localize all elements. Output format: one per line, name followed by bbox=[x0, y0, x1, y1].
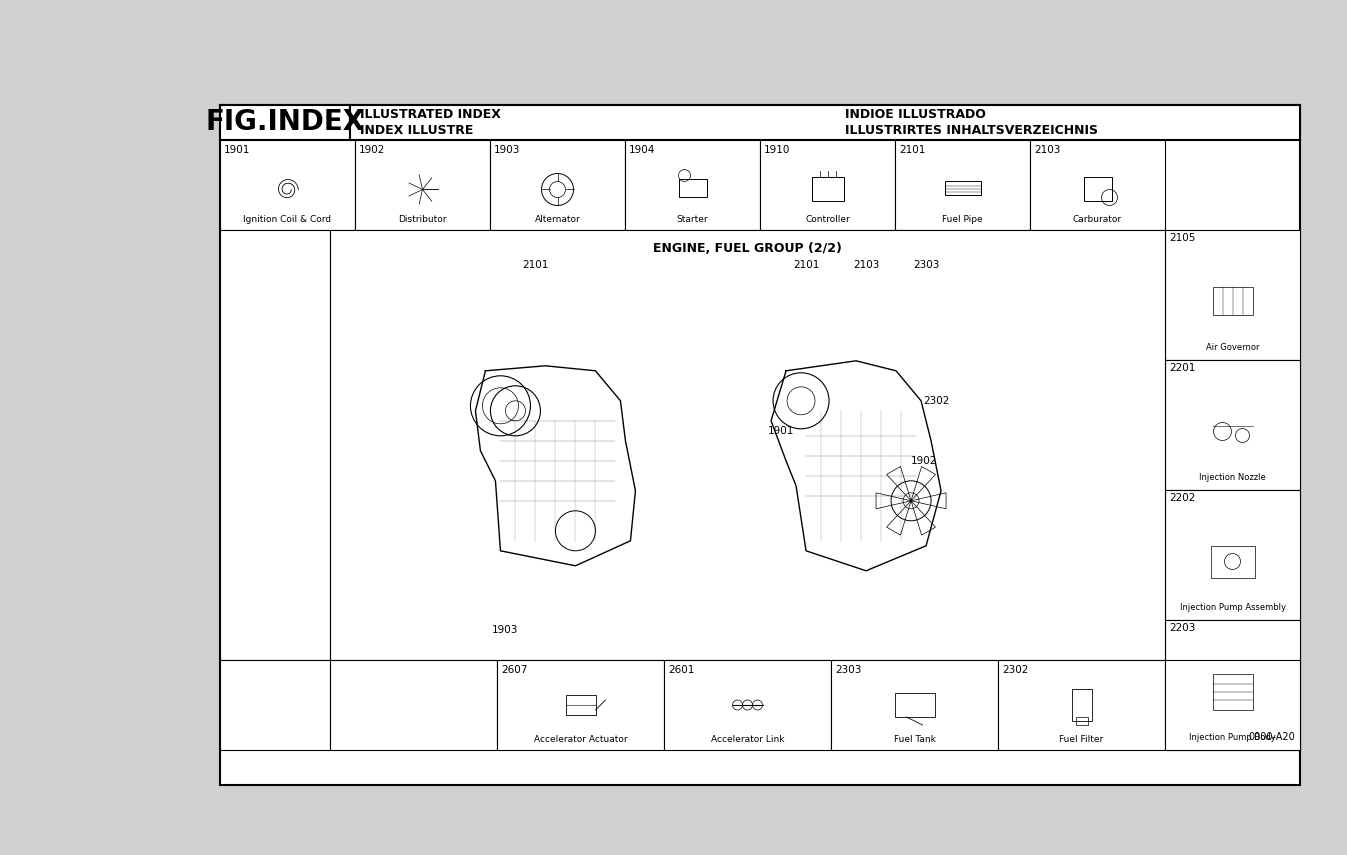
Text: 2202: 2202 bbox=[1169, 493, 1195, 503]
Text: 1902: 1902 bbox=[911, 456, 938, 466]
Text: Fuel Pipe: Fuel Pipe bbox=[942, 215, 983, 224]
Text: 2201: 2201 bbox=[1169, 363, 1195, 373]
Text: Accelerator Actuator: Accelerator Actuator bbox=[533, 735, 628, 744]
Text: 2103: 2103 bbox=[1034, 145, 1060, 155]
Text: ENGINE, FUEL GROUP (2/2): ENGINE, FUEL GROUP (2/2) bbox=[653, 241, 842, 255]
Bar bbox=[220, 230, 330, 660]
Bar bbox=[1083, 178, 1111, 202]
Bar bbox=[1212, 287, 1253, 315]
Bar bbox=[356, 140, 490, 230]
Bar bbox=[220, 105, 350, 140]
Text: ILLUSTRIRTES INHALTSVERZEICHNIS: ILLUSTRIRTES INHALTSVERZEICHNIS bbox=[845, 124, 1098, 137]
Text: 1903: 1903 bbox=[492, 625, 519, 635]
Text: 2101: 2101 bbox=[523, 260, 548, 270]
Bar bbox=[490, 140, 625, 230]
Bar bbox=[1030, 140, 1165, 230]
Bar bbox=[1165, 230, 1300, 360]
Text: 2303: 2303 bbox=[913, 260, 939, 270]
Text: ILLUSTRATED INDEX: ILLUSTRATED INDEX bbox=[360, 109, 501, 121]
Bar bbox=[1165, 360, 1300, 490]
Bar bbox=[894, 693, 935, 717]
Text: 2601: 2601 bbox=[668, 665, 694, 675]
Bar bbox=[1212, 674, 1253, 710]
Text: INDIOE ILLUSTRADO: INDIOE ILLUSTRADO bbox=[845, 109, 986, 121]
Bar bbox=[760, 140, 894, 230]
Text: 2203: 2203 bbox=[1169, 623, 1195, 633]
Bar bbox=[1211, 545, 1254, 577]
Text: 0000-A20: 0000-A20 bbox=[1249, 732, 1294, 742]
Bar bbox=[1075, 717, 1087, 725]
Text: 1901: 1901 bbox=[768, 426, 795, 436]
Text: Injection Pump Assembly: Injection Pump Assembly bbox=[1180, 603, 1285, 612]
Bar bbox=[350, 105, 1300, 140]
Bar bbox=[811, 178, 843, 202]
Text: 1901: 1901 bbox=[224, 145, 251, 155]
Text: 2607: 2607 bbox=[501, 665, 528, 675]
Bar bbox=[497, 660, 664, 750]
Text: Distributor: Distributor bbox=[399, 215, 447, 224]
Text: 1902: 1902 bbox=[360, 145, 385, 155]
Bar bbox=[831, 660, 998, 750]
Bar bbox=[625, 140, 760, 230]
Bar bbox=[1165, 490, 1300, 620]
Text: Injection Pump Body: Injection Pump Body bbox=[1189, 733, 1276, 742]
Text: Carburator: Carburator bbox=[1074, 215, 1122, 224]
Text: Accelerator Link: Accelerator Link bbox=[711, 735, 784, 744]
Text: Ignition Coil & Cord: Ignition Coil & Cord bbox=[244, 215, 331, 224]
Text: 2303: 2303 bbox=[835, 665, 861, 675]
Bar bbox=[1165, 620, 1300, 750]
Text: 2302: 2302 bbox=[1002, 665, 1028, 675]
Text: Air Governor: Air Governor bbox=[1206, 343, 1259, 352]
Text: Fuel Filter: Fuel Filter bbox=[1059, 735, 1103, 744]
Bar bbox=[679, 180, 706, 198]
Text: Fuel Tank: Fuel Tank bbox=[893, 735, 935, 744]
Bar bbox=[1165, 660, 1300, 750]
Text: 2101: 2101 bbox=[898, 145, 925, 155]
Bar bbox=[330, 660, 497, 750]
Text: 2105: 2105 bbox=[1169, 233, 1195, 243]
Text: FIG.INDEX: FIG.INDEX bbox=[206, 109, 365, 137]
Text: Controller: Controller bbox=[806, 215, 850, 224]
Bar bbox=[944, 181, 981, 196]
Bar bbox=[566, 695, 595, 715]
Text: INDEX ILLUSTRE: INDEX ILLUSTRE bbox=[360, 124, 473, 137]
Text: 1903: 1903 bbox=[494, 145, 520, 155]
Text: 2103: 2103 bbox=[853, 260, 880, 270]
Text: 1904: 1904 bbox=[629, 145, 656, 155]
Text: Injection Nozzle: Injection Nozzle bbox=[1199, 473, 1266, 482]
Text: 2101: 2101 bbox=[793, 260, 819, 270]
Bar bbox=[330, 230, 1165, 660]
Bar bbox=[998, 660, 1165, 750]
Text: 2302: 2302 bbox=[923, 396, 950, 406]
Bar bbox=[220, 105, 1300, 785]
Bar bbox=[894, 140, 1030, 230]
Text: Starter: Starter bbox=[676, 215, 709, 224]
Text: Alternator: Alternator bbox=[535, 215, 581, 224]
Text: 1910: 1910 bbox=[764, 145, 791, 155]
Bar bbox=[1071, 689, 1091, 721]
Bar bbox=[220, 140, 356, 230]
Bar bbox=[220, 660, 330, 750]
Bar bbox=[664, 660, 831, 750]
